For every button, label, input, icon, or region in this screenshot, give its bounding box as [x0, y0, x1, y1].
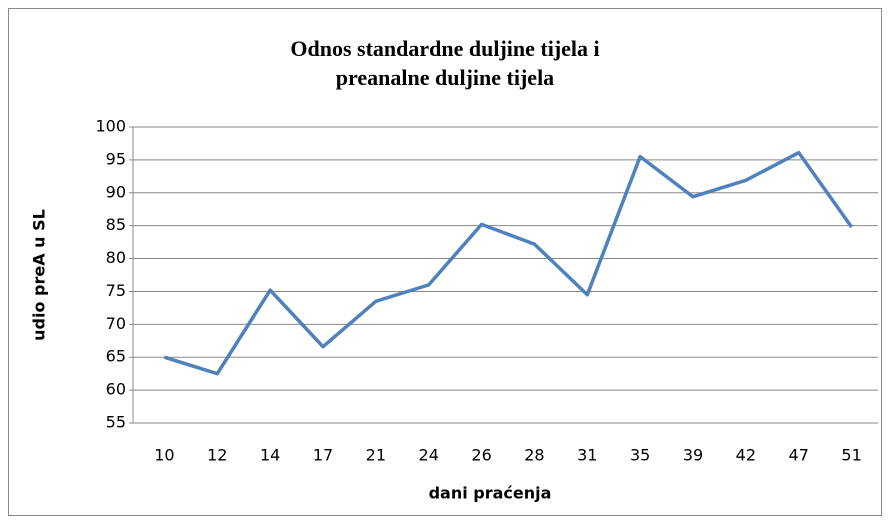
- y-tick-label: 90: [106, 182, 126, 201]
- y-tick-label: 60: [106, 380, 126, 399]
- y-tick-label: 75: [106, 281, 126, 300]
- x-tick-label: 12: [207, 446, 227, 465]
- x-tick-label: 24: [419, 446, 439, 465]
- x-tick-label: 26: [471, 446, 491, 465]
- y-tick-label: 95: [106, 149, 126, 168]
- y-tick-label: 70: [106, 314, 126, 333]
- x-tick-label: 31: [577, 446, 597, 465]
- y-tick-label: 85: [106, 215, 126, 234]
- x-tick-label: 35: [630, 446, 650, 465]
- y-tick-label: 80: [106, 248, 126, 267]
- chart-title: Odnos standardne duljine tijela i preana…: [290, 36, 600, 90]
- x-tick-label: 42: [736, 446, 756, 465]
- x-tick-label: 21: [366, 446, 386, 465]
- x-tick-label: 17: [313, 446, 333, 465]
- chart-frame: [8, 8, 882, 516]
- data-line: [163, 150, 853, 376]
- y-tick-label: 65: [106, 347, 126, 366]
- y-axis-label: udio preA u SL: [30, 209, 49, 341]
- x-axis-label: dani praćenja: [429, 484, 552, 503]
- x-tick-label: 28: [524, 446, 544, 465]
- y-tick-label: 100: [95, 117, 126, 136]
- x-tick-label: 39: [683, 446, 703, 465]
- x-tick-label: 47: [789, 446, 809, 465]
- y-tick-label: 55: [106, 413, 126, 432]
- x-tick-label: 10: [154, 446, 174, 465]
- x-tick-label: 14: [260, 446, 280, 465]
- x-tick-label: 51: [841, 446, 861, 465]
